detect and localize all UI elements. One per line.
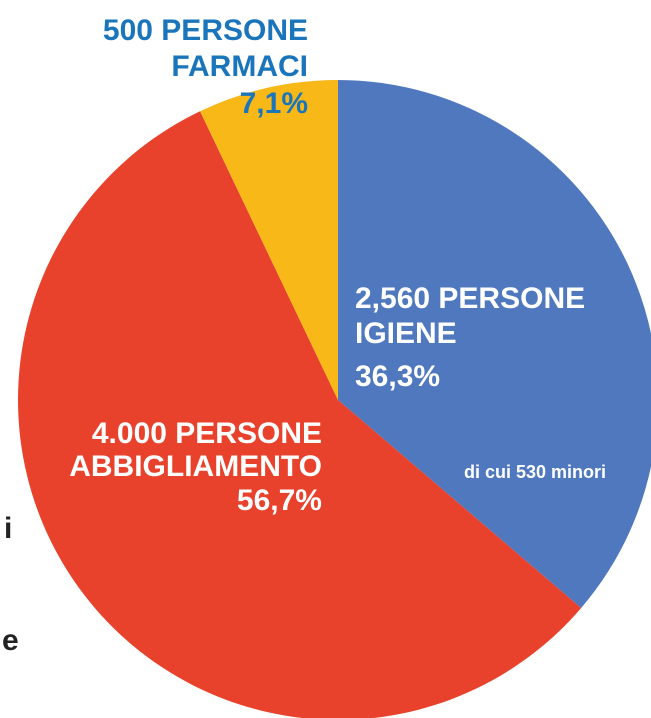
slice-category: FARMACI	[171, 50, 308, 83]
pie-slice	[338, 80, 651, 609]
slice-persons: 500 PERSONE	[103, 14, 308, 47]
slice-category: IGIENE	[355, 317, 457, 350]
slice-percent: 56,7%	[237, 484, 322, 517]
pie	[18, 80, 651, 718]
slice-category: ABBIGLIAMENTO	[69, 450, 322, 483]
slice-percent: 36,3%	[355, 360, 440, 393]
pie-slice	[200, 80, 338, 400]
slice-persons: 4.000 PERSONE	[92, 417, 322, 450]
pie-slice	[18, 111, 582, 718]
annotation: di cui 530 minori	[464, 462, 606, 482]
cropped-text: i	[4, 512, 12, 545]
cropped-text: e	[2, 624, 19, 657]
slice-percent: 7,1%	[240, 87, 308, 120]
slice-persons: 2,560 PERSONE	[355, 282, 585, 315]
